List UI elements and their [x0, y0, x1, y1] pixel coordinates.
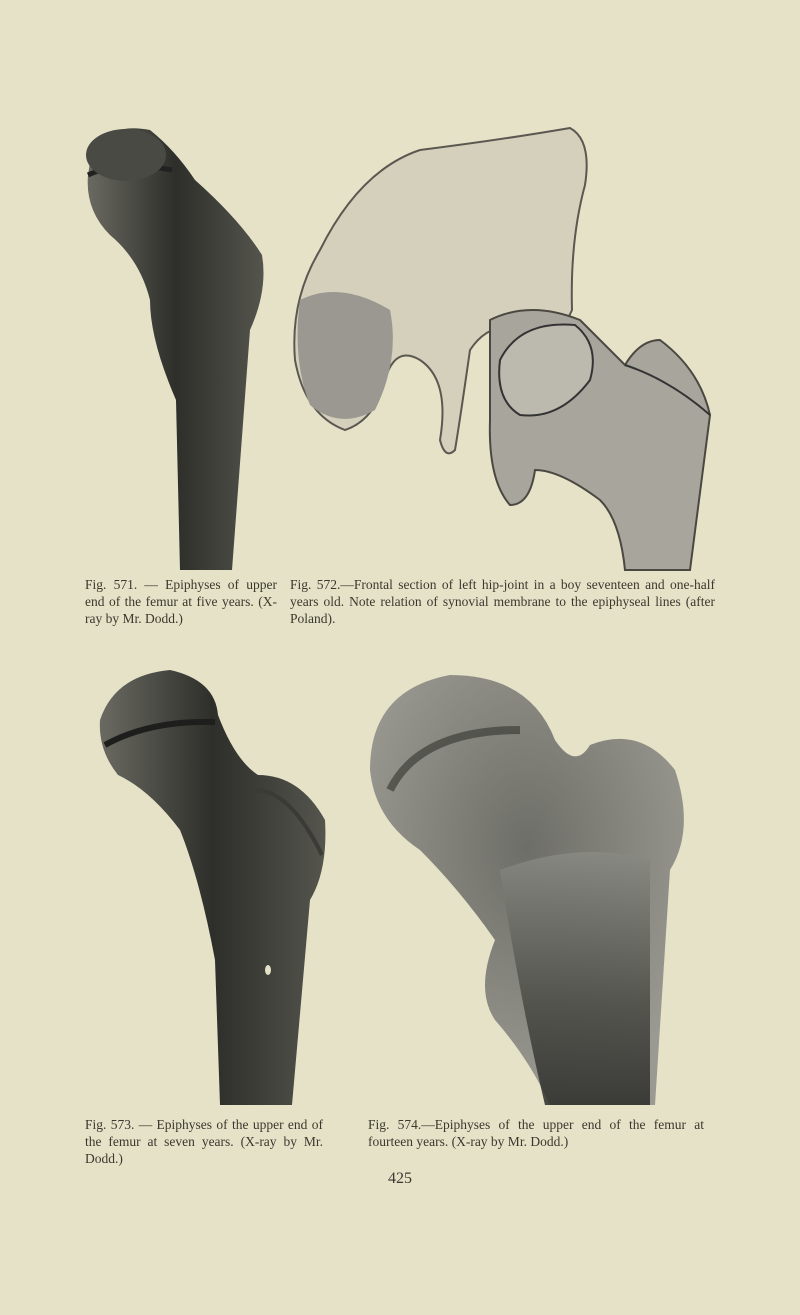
figure-caption: Fig. 572.—Frontal section of left hip-jo…: [290, 577, 715, 626]
page-number: 425: [388, 1170, 412, 1187]
figure-572-section: [293, 126, 712, 571]
figure-caption: Fig. 574.—Epiphyses of the upper end of …: [368, 1117, 704, 1149]
figure-573-xray: [99, 670, 326, 1105]
figure-caption: Fig. 571. — Epiphyses of upper end of th…: [85, 577, 277, 626]
figure-574-xray: [370, 675, 684, 1105]
figure-caption: Fig. 573. — Epiphyses of the upper end o…: [85, 1117, 323, 1166]
figure-571-xray: [86, 128, 264, 570]
